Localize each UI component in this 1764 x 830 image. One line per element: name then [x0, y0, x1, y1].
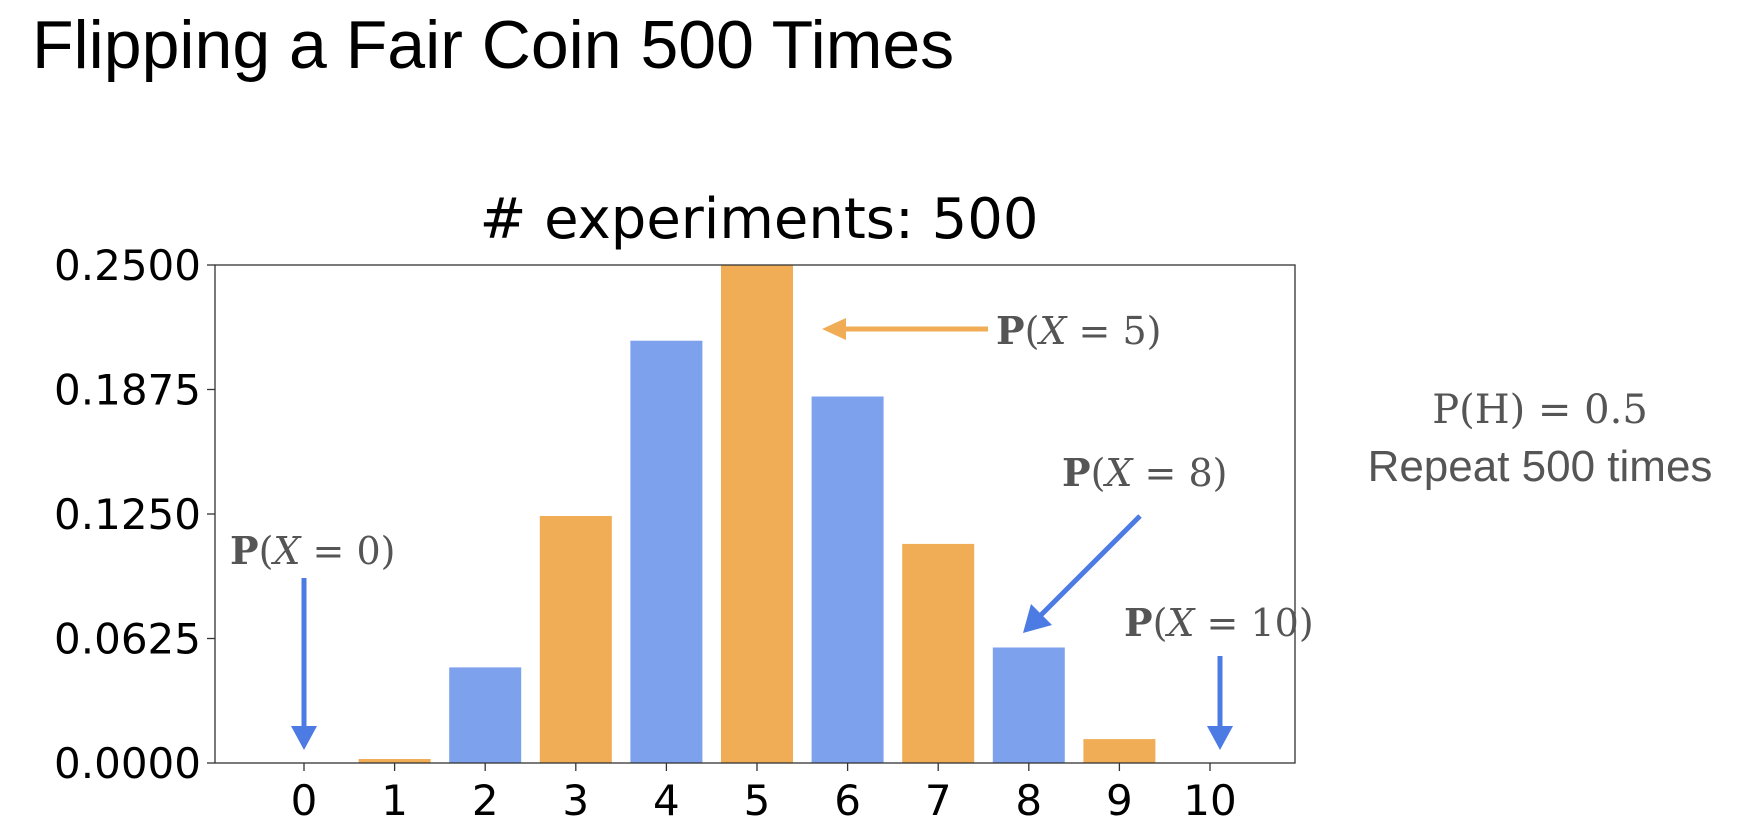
y-tick-label: 0.1875 — [54, 366, 201, 415]
annotation-x0-p: P — [230, 528, 259, 573]
arrowhead-x0 — [291, 726, 317, 750]
coin-probability: P(H) = 0.5 — [1432, 387, 1648, 433]
annotation-x0-rest: = 0) — [300, 529, 396, 573]
arrowhead-x5 — [822, 318, 846, 340]
x-tick-label: 2 — [472, 776, 499, 825]
annotation-x10-var: X — [1167, 601, 1195, 645]
y-axis: 0.0000 0.0625 0.1250 0.1875 0.2500 — [54, 241, 215, 788]
bars-group — [358, 265, 1156, 763]
x-tick-label: 7 — [925, 776, 952, 825]
annotation-x10-open: ( — [1152, 601, 1168, 645]
x-tick-label: 6 — [834, 776, 861, 825]
x-axis: 0 1 2 3 4 5 6 7 8 9 10 — [291, 763, 1237, 825]
y-tick-label: 0.0625 — [54, 615, 201, 664]
arrow-x8 — [1038, 514, 1142, 618]
bar-3 — [539, 516, 612, 763]
repeat-count: Repeat 500 times — [1367, 442, 1713, 491]
y-tick-label: 0.1250 — [54, 490, 201, 539]
annotation-x10: P(X = 10) — [1124, 601, 1314, 645]
annotation-x5-var: X — [1039, 309, 1067, 353]
arrowhead-x10 — [1207, 726, 1233, 750]
annotation-x0-var: X — [273, 529, 301, 573]
slide-title: Flipping a Fair Coin 500 Times — [32, 7, 955, 83]
annotation-x5-open: ( — [1024, 309, 1040, 353]
annotation-x10-p: P — [1124, 600, 1153, 645]
x-tick-label: 1 — [381, 776, 408, 825]
annotation-x5-rest: = 5) — [1066, 309, 1162, 353]
x-tick-label: 8 — [1015, 776, 1042, 825]
bar-2 — [449, 667, 522, 763]
annotation-x0: P(X = 0) — [230, 529, 396, 573]
annotation-x5-p: P — [996, 308, 1025, 353]
bar-1 — [358, 759, 431, 763]
bar-4 — [630, 340, 703, 763]
annotation-x0-open: ( — [258, 529, 274, 573]
annotation-x5: P(X = 5) — [996, 309, 1162, 353]
annotation-x8-open: ( — [1090, 451, 1106, 495]
chart-title: # experiments: 500 — [479, 187, 1039, 252]
x-tick-label: 5 — [744, 776, 771, 825]
side-note: P(H) = 0.5 Repeat 500 times — [1330, 384, 1750, 498]
x-tick-label: 9 — [1106, 776, 1133, 825]
x-tick-label: 3 — [562, 776, 589, 825]
bar-8 — [992, 647, 1065, 763]
annotation-x8-var: X — [1105, 451, 1133, 495]
y-tick-label: 0.2500 — [54, 241, 201, 290]
x-tick-label: 4 — [653, 776, 680, 825]
annotation-x8-p: P — [1062, 450, 1091, 495]
bar-5 — [721, 265, 793, 763]
x-tick-label: 10 — [1183, 776, 1236, 825]
x-tick-label: 0 — [291, 776, 318, 825]
annotation-arrows — [291, 318, 1233, 750]
annotation-x8: P(X = 8) — [1062, 451, 1228, 495]
annotation-x10-rest: = 10) — [1194, 601, 1314, 645]
annotation-x8-rest: = 8) — [1132, 451, 1228, 495]
bar-7 — [902, 543, 975, 763]
y-tick-label: 0.0000 — [54, 739, 201, 788]
arrowhead-x8 — [1023, 604, 1052, 633]
bar-6 — [811, 396, 884, 763]
bar-9 — [1083, 739, 1156, 763]
